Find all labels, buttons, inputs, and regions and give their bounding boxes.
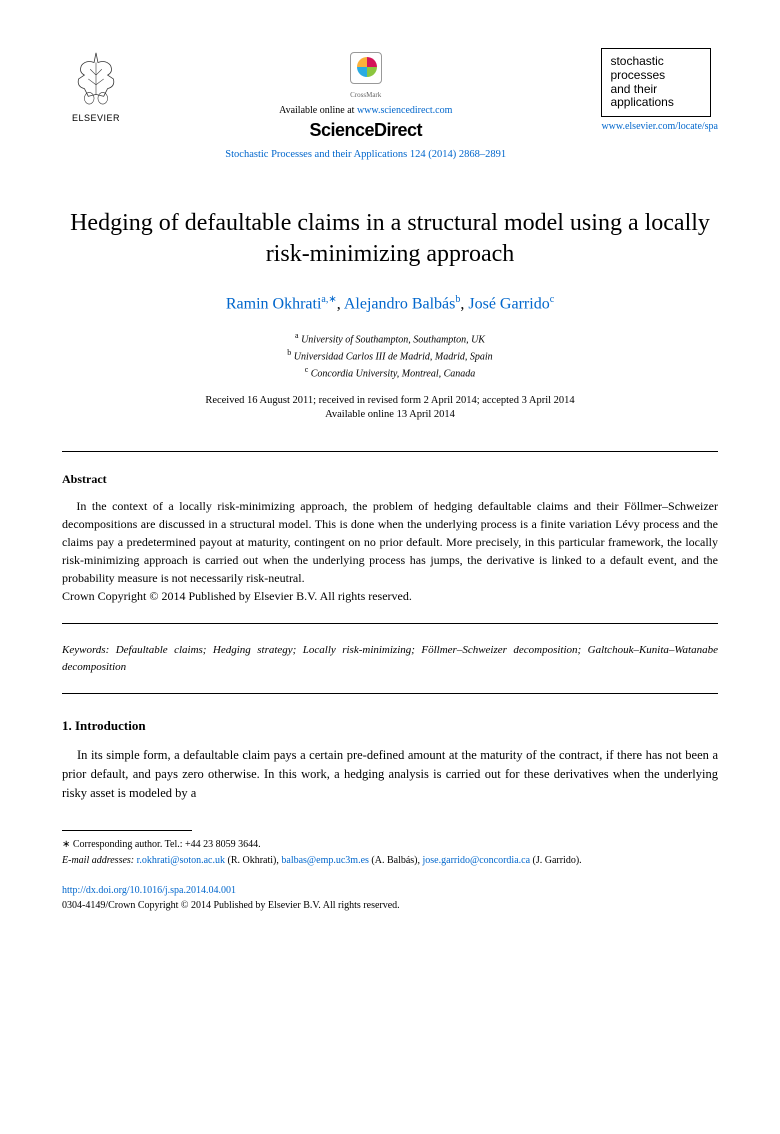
- email-who: (R. Okhrati),: [225, 855, 281, 866]
- crossmark-label: CrossMark: [130, 91, 601, 99]
- email-label: E-mail addresses:: [62, 855, 134, 866]
- journal-box-line: processes: [610, 69, 702, 83]
- issn-copyright-line: 0304-4149/Crown Copyright © 2014 Publish…: [62, 900, 400, 911]
- affil-text: Concordia University, Montreal, Canada: [311, 369, 476, 380]
- affiliations: a University of Southampton, Southampton…: [62, 330, 718, 382]
- header-right: stochastic processes and their applicati…: [601, 48, 718, 132]
- affiliation-line: c Concordia University, Montreal, Canada: [62, 364, 718, 381]
- email-who: (J. Garrido).: [530, 855, 582, 866]
- article-title: Hedging of defaultable claims in a struc…: [62, 208, 718, 270]
- doi-link[interactable]: http://dx.doi.org/10.1016/j.spa.2014.04.…: [62, 885, 236, 896]
- sciencedirect-url-link[interactable]: www.sciencedirect.com: [357, 105, 452, 116]
- header-center: CrossMark Available online at www.scienc…: [130, 48, 601, 160]
- divider: [62, 623, 718, 624]
- keywords-text: Defaultable claims; Hedging strategy; Lo…: [62, 644, 718, 673]
- abstract-copyright: Crown Copyright © 2014 Published by Else…: [62, 587, 718, 605]
- elsevier-tree-icon: [67, 48, 125, 106]
- available-online-text: Available online at www.sciencedirect.co…: [130, 105, 601, 116]
- section-heading: 1. Introduction: [62, 718, 718, 734]
- divider: [62, 693, 718, 694]
- journal-box-line: and their: [610, 83, 702, 97]
- email-who: (A. Balbás),: [369, 855, 423, 866]
- author-affil-sup: a,∗: [321, 294, 336, 305]
- affil-marker: c: [305, 365, 309, 374]
- author-affil-sup: c: [550, 294, 554, 305]
- affil-text: University of Southampton, Southampton, …: [301, 334, 485, 345]
- page-header: ELSEVIER CrossMark Available online at w…: [62, 48, 718, 160]
- available-prefix: Available online at: [279, 105, 357, 116]
- footnotes: ∗ Corresponding author. Tel.: +44 23 805…: [62, 837, 718, 869]
- elsevier-logo: ELSEVIER: [62, 48, 130, 123]
- abstract-heading: Abstract: [62, 472, 718, 487]
- author-link[interactable]: Alejandro Balbás: [344, 296, 456, 313]
- journal-title-box: stochastic processes and their applicati…: [601, 48, 711, 117]
- footnote-divider: [62, 830, 192, 831]
- affil-text: Universidad Carlos III de Madrid, Madrid…: [294, 351, 493, 362]
- affil-marker: a: [295, 331, 299, 340]
- authors-list: Ramin Okhratia,∗, Alejandro Balbásb, Jos…: [62, 294, 718, 313]
- affiliation-line: b Universidad Carlos III de Madrid, Madr…: [62, 347, 718, 364]
- author-link[interactable]: José Garrido: [468, 296, 549, 313]
- elsevier-label: ELSEVIER: [62, 113, 130, 123]
- footer-block: http://dx.doi.org/10.1016/j.spa.2014.04.…: [62, 883, 718, 913]
- email-link[interactable]: balbas@emp.uc3m.es: [281, 855, 369, 866]
- article-dates: Received 16 August 2011; received in rev…: [62, 394, 718, 423]
- email-addresses-line: E-mail addresses: r.okhrati@soton.ac.uk …: [62, 853, 718, 869]
- journal-citation[interactable]: Stochastic Processes and their Applicati…: [130, 149, 601, 160]
- email-link[interactable]: r.okhrati@soton.ac.uk: [137, 855, 225, 866]
- divider: [62, 451, 718, 452]
- email-link[interactable]: jose.garrido@concordia.ca: [423, 855, 531, 866]
- corresponding-author-note: ∗ Corresponding author. Tel.: +44 23 805…: [62, 837, 718, 853]
- abstract-body: In the context of a locally risk-minimiz…: [62, 497, 718, 587]
- dates-line: Available online 13 April 2014: [62, 408, 718, 423]
- dates-line: Received 16 August 2011; received in rev…: [62, 394, 718, 409]
- crossmark-icon[interactable]: [350, 52, 382, 84]
- journal-box-line: applications: [610, 96, 702, 110]
- locate-url-link[interactable]: www.elsevier.com/locate/spa: [601, 121, 718, 132]
- locate-url-text[interactable]: www.elsevier.com/locate/spa: [601, 121, 718, 132]
- affiliation-line: a University of Southampton, Southampton…: [62, 330, 718, 347]
- keywords: Keywords: Defaultable claims; Hedging st…: [62, 642, 718, 675]
- author-link[interactable]: Ramin Okhrati: [226, 296, 322, 313]
- journal-box-line: stochastic: [610, 55, 702, 69]
- affil-marker: b: [287, 348, 291, 357]
- body-paragraph: In its simple form, a defaultable claim …: [62, 746, 718, 802]
- sciencedirect-logo: ScienceDirect: [130, 120, 601, 141]
- author-affil-sup: b: [455, 294, 460, 305]
- keywords-label: Keywords:: [62, 644, 109, 656]
